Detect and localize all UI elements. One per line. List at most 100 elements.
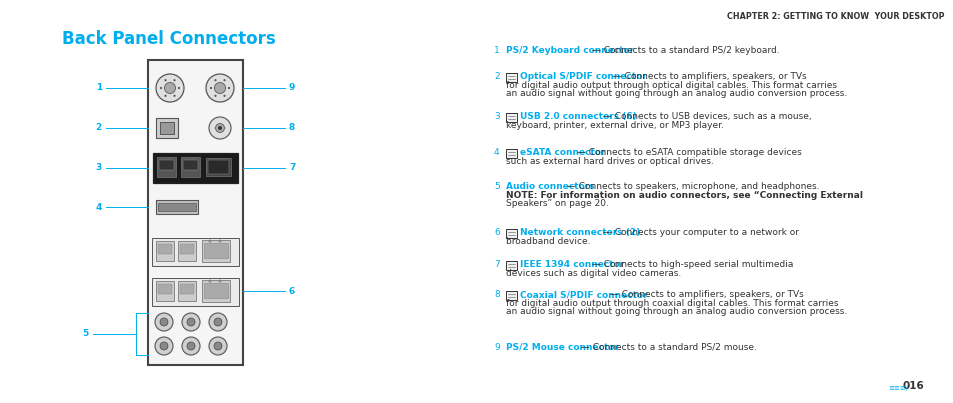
Text: USB 2.0 connectors (6): USB 2.0 connectors (6): [519, 112, 636, 121]
FancyBboxPatch shape: [160, 122, 173, 134]
FancyBboxPatch shape: [158, 203, 195, 211]
FancyBboxPatch shape: [206, 158, 231, 176]
Text: 7: 7: [494, 260, 499, 269]
Text: 1: 1: [95, 83, 102, 93]
Text: IEEE 1394 connector: IEEE 1394 connector: [519, 260, 623, 269]
Text: — Connects to a standard PS/2 mouse.: — Connects to a standard PS/2 mouse.: [578, 343, 757, 352]
FancyBboxPatch shape: [505, 149, 517, 158]
Circle shape: [210, 87, 212, 89]
Text: eSATA connector: eSATA connector: [519, 148, 605, 157]
Text: for digital audio output through coaxial digital cables. This format carries: for digital audio output through coaxial…: [505, 299, 838, 307]
Text: — Connects to amplifiers, speakers, or TVs: — Connects to amplifiers, speakers, or T…: [606, 72, 805, 81]
Text: 3: 3: [95, 164, 102, 172]
Text: — Connects to speakers, microphone, and headphones.: — Connects to speakers, microphone, and …: [563, 182, 819, 191]
FancyBboxPatch shape: [204, 243, 228, 258]
Circle shape: [213, 342, 222, 350]
Text: NOTE: For information on audio connectors, see “Connecting External: NOTE: For information on audio connector…: [505, 191, 862, 199]
FancyBboxPatch shape: [152, 278, 239, 306]
Text: CHAPTER 2: GETTING TO KNOW  YOUR DESKTOP: CHAPTER 2: GETTING TO KNOW YOUR DESKTOP: [727, 12, 944, 21]
FancyBboxPatch shape: [204, 283, 228, 298]
Text: 9: 9: [494, 343, 499, 352]
FancyBboxPatch shape: [178, 241, 195, 261]
Circle shape: [218, 239, 221, 243]
Text: devices such as digital video cameras.: devices such as digital video cameras.: [505, 268, 680, 278]
Text: 016: 016: [902, 381, 923, 391]
Circle shape: [218, 280, 221, 283]
Text: Network connectors (2): Network connectors (2): [519, 228, 639, 237]
Text: 3: 3: [494, 112, 499, 121]
Text: 5: 5: [83, 330, 89, 339]
FancyBboxPatch shape: [202, 240, 230, 262]
Circle shape: [214, 95, 216, 97]
Circle shape: [187, 342, 194, 350]
FancyBboxPatch shape: [202, 280, 230, 302]
Circle shape: [223, 79, 225, 81]
Circle shape: [154, 337, 172, 355]
Circle shape: [209, 313, 227, 331]
Circle shape: [156, 74, 184, 102]
Text: 7: 7: [289, 164, 295, 172]
Text: Back Panel Connectors: Back Panel Connectors: [62, 30, 275, 48]
Text: — Connects to high-speed serial multimedia: — Connects to high-speed serial multimed…: [588, 260, 792, 269]
Text: 9: 9: [289, 83, 295, 93]
Circle shape: [187, 318, 194, 326]
FancyBboxPatch shape: [158, 244, 172, 254]
Text: such as external hard drives or optical drives.: such as external hard drives or optical …: [505, 156, 713, 166]
Text: an audio signal without going through an analog audio conversion process.: an audio signal without going through an…: [505, 307, 846, 316]
Text: 6: 6: [289, 287, 294, 295]
FancyBboxPatch shape: [180, 244, 193, 254]
Circle shape: [223, 95, 225, 97]
Text: 5: 5: [494, 182, 499, 191]
Circle shape: [173, 95, 175, 97]
Circle shape: [177, 87, 180, 89]
FancyBboxPatch shape: [505, 229, 517, 238]
Text: — Connects your computer to a network or: — Connects your computer to a network or: [599, 228, 798, 237]
Text: 8: 8: [494, 290, 499, 299]
Text: 6: 6: [494, 228, 499, 237]
Text: ≡≡≡/: ≡≡≡/: [887, 385, 907, 391]
Circle shape: [182, 337, 200, 355]
FancyBboxPatch shape: [148, 60, 243, 365]
Circle shape: [160, 318, 168, 326]
Circle shape: [182, 313, 200, 331]
Circle shape: [164, 95, 167, 97]
Circle shape: [160, 342, 168, 350]
FancyBboxPatch shape: [152, 238, 239, 266]
Text: Audio connectors: Audio connectors: [505, 182, 594, 191]
FancyBboxPatch shape: [180, 284, 193, 294]
Text: keyboard, printer, external drive, or MP3 player.: keyboard, printer, external drive, or MP…: [505, 120, 723, 129]
Text: — Connects to eSATA compatible storage devices: — Connects to eSATA compatible storage d…: [574, 148, 801, 157]
Text: — Connects to a standard PS/2 keyboard.: — Connects to a standard PS/2 keyboard.: [589, 46, 779, 55]
Circle shape: [215, 123, 224, 133]
FancyBboxPatch shape: [152, 153, 237, 183]
Circle shape: [209, 337, 227, 355]
Circle shape: [214, 79, 216, 81]
FancyBboxPatch shape: [505, 261, 517, 270]
FancyBboxPatch shape: [158, 284, 172, 294]
Circle shape: [154, 313, 172, 331]
Text: Speakers” on page 20.: Speakers” on page 20.: [505, 199, 608, 208]
Circle shape: [173, 79, 175, 81]
Circle shape: [213, 318, 222, 326]
FancyBboxPatch shape: [181, 157, 200, 177]
Circle shape: [218, 126, 222, 130]
Text: 4: 4: [95, 202, 102, 212]
Text: 2: 2: [494, 72, 499, 81]
Text: an audio signal without going through an analog audio conversion process.: an audio signal without going through an…: [505, 89, 846, 98]
Text: PS/2 Keyboard connector: PS/2 Keyboard connector: [505, 46, 634, 55]
Text: — Connects to amplifiers, speakers, or TVs: — Connects to amplifiers, speakers, or T…: [606, 290, 802, 299]
Circle shape: [164, 83, 175, 93]
Text: 8: 8: [289, 123, 294, 133]
Circle shape: [214, 83, 225, 93]
FancyBboxPatch shape: [156, 118, 178, 138]
FancyBboxPatch shape: [157, 157, 175, 177]
Circle shape: [228, 87, 230, 89]
Text: for digital audio output through optical digital cables. This format carries: for digital audio output through optical…: [505, 81, 836, 89]
Circle shape: [209, 280, 212, 283]
Text: 1: 1: [494, 46, 499, 55]
Text: — Connects to USB devices, such as a mouse,: — Connects to USB devices, such as a mou…: [599, 112, 810, 121]
FancyBboxPatch shape: [156, 200, 198, 214]
Text: Optical S/PDIF connector: Optical S/PDIF connector: [519, 72, 646, 81]
Text: PS/2 Mouse connector: PS/2 Mouse connector: [505, 343, 618, 352]
FancyBboxPatch shape: [208, 160, 229, 174]
